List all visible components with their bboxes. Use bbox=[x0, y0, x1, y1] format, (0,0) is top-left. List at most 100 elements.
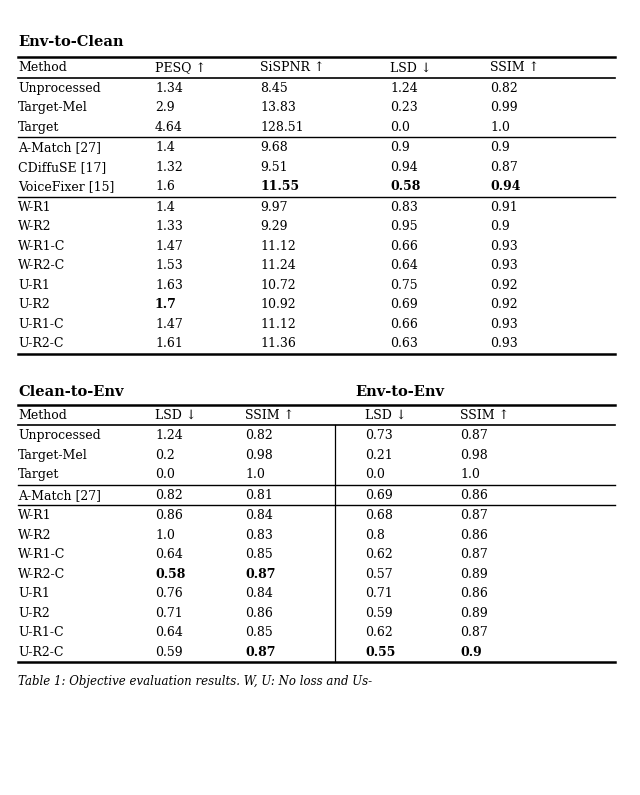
Text: 0.93: 0.93 bbox=[490, 240, 518, 253]
Text: 11.12: 11.12 bbox=[260, 240, 296, 253]
Text: CDiffuSE [17]: CDiffuSE [17] bbox=[18, 161, 106, 174]
Text: 0.84: 0.84 bbox=[245, 588, 273, 600]
Text: 0.84: 0.84 bbox=[245, 510, 273, 522]
Text: 1.47: 1.47 bbox=[155, 318, 183, 331]
Text: 1.53: 1.53 bbox=[155, 259, 183, 272]
Text: Target: Target bbox=[18, 468, 60, 481]
Text: 0.87: 0.87 bbox=[460, 510, 488, 522]
Text: 0.94: 0.94 bbox=[490, 180, 520, 193]
Text: 0.95: 0.95 bbox=[390, 220, 418, 233]
Text: Method: Method bbox=[18, 61, 67, 74]
Text: 0.62: 0.62 bbox=[365, 549, 393, 561]
Text: 0.87: 0.87 bbox=[490, 161, 518, 174]
Text: 0.71: 0.71 bbox=[155, 607, 183, 620]
Text: Env-to-Env: Env-to-Env bbox=[355, 386, 444, 400]
Text: 0.92: 0.92 bbox=[490, 279, 518, 292]
Text: 0.63: 0.63 bbox=[390, 337, 418, 351]
Text: U-R1: U-R1 bbox=[18, 279, 50, 292]
Text: 1.32: 1.32 bbox=[155, 161, 183, 174]
Text: 11.12: 11.12 bbox=[260, 318, 296, 331]
Text: 0.64: 0.64 bbox=[155, 549, 183, 561]
Text: U-R2-C: U-R2-C bbox=[18, 646, 63, 659]
Text: W-R1: W-R1 bbox=[18, 510, 52, 522]
Text: 0.0: 0.0 bbox=[390, 121, 410, 134]
Text: A-Match [27]: A-Match [27] bbox=[18, 489, 101, 502]
Text: 1.4: 1.4 bbox=[155, 142, 175, 154]
Text: 9.29: 9.29 bbox=[260, 220, 287, 233]
Text: 9.51: 9.51 bbox=[260, 161, 287, 174]
Text: 0.89: 0.89 bbox=[460, 607, 488, 620]
Text: 0.98: 0.98 bbox=[460, 448, 488, 462]
Text: 1.61: 1.61 bbox=[155, 337, 183, 351]
Text: 0.86: 0.86 bbox=[460, 489, 488, 502]
Text: 1.4: 1.4 bbox=[155, 201, 175, 214]
Text: 0.98: 0.98 bbox=[245, 448, 273, 462]
Text: 0.86: 0.86 bbox=[155, 510, 183, 522]
Text: Target: Target bbox=[18, 121, 60, 134]
Text: 0.87: 0.87 bbox=[460, 626, 488, 639]
Text: 0.83: 0.83 bbox=[245, 529, 273, 541]
Text: 0.9: 0.9 bbox=[460, 646, 482, 659]
Text: 0.62: 0.62 bbox=[365, 626, 393, 639]
Text: 2.9: 2.9 bbox=[155, 101, 175, 114]
Text: 0.71: 0.71 bbox=[365, 588, 393, 600]
Text: 0.23: 0.23 bbox=[390, 101, 418, 114]
Text: A-Match [27]: A-Match [27] bbox=[18, 142, 101, 154]
Text: 0.82: 0.82 bbox=[155, 489, 183, 502]
Text: 11.55: 11.55 bbox=[260, 180, 299, 193]
Text: 0.9: 0.9 bbox=[490, 220, 509, 233]
Text: 0.69: 0.69 bbox=[390, 298, 418, 312]
Text: 1.47: 1.47 bbox=[155, 240, 183, 253]
Text: 0.87: 0.87 bbox=[245, 646, 275, 659]
Text: 0.2: 0.2 bbox=[155, 448, 175, 462]
Text: 0.83: 0.83 bbox=[390, 201, 418, 214]
Text: 1.63: 1.63 bbox=[155, 279, 183, 292]
Text: 0.58: 0.58 bbox=[155, 568, 186, 581]
Text: 0.82: 0.82 bbox=[490, 82, 518, 95]
Text: SiSPNR ↑: SiSPNR ↑ bbox=[260, 61, 324, 74]
Text: 11.24: 11.24 bbox=[260, 259, 296, 272]
Text: 1.24: 1.24 bbox=[155, 429, 183, 442]
Text: LSD ↓: LSD ↓ bbox=[155, 409, 196, 422]
Text: Method: Method bbox=[18, 409, 67, 422]
Text: 0.85: 0.85 bbox=[245, 626, 273, 639]
Text: 0.69: 0.69 bbox=[365, 489, 393, 502]
Text: 0.9: 0.9 bbox=[390, 142, 410, 154]
Text: 0.94: 0.94 bbox=[390, 161, 418, 174]
Text: 0.55: 0.55 bbox=[365, 646, 396, 659]
Text: 10.92: 10.92 bbox=[260, 298, 296, 312]
Text: 0.86: 0.86 bbox=[245, 607, 273, 620]
Text: LSD ↓: LSD ↓ bbox=[365, 409, 406, 422]
Text: 1.33: 1.33 bbox=[155, 220, 183, 233]
Text: 0.82: 0.82 bbox=[245, 429, 273, 442]
Text: 0.57: 0.57 bbox=[365, 568, 392, 581]
Text: W-R2-C: W-R2-C bbox=[18, 259, 65, 272]
Text: 9.97: 9.97 bbox=[260, 201, 287, 214]
Text: W-R1: W-R1 bbox=[18, 201, 52, 214]
Text: 0.0: 0.0 bbox=[155, 468, 175, 481]
Text: U-R2: U-R2 bbox=[18, 607, 50, 620]
Text: 0.76: 0.76 bbox=[155, 588, 183, 600]
Text: U-R1-C: U-R1-C bbox=[18, 626, 63, 639]
Text: W-R2: W-R2 bbox=[18, 529, 51, 541]
Text: 0.68: 0.68 bbox=[365, 510, 393, 522]
Text: W-R2-C: W-R2-C bbox=[18, 568, 65, 581]
Text: Unprocessed: Unprocessed bbox=[18, 82, 100, 95]
Text: 0.81: 0.81 bbox=[245, 489, 273, 502]
Text: 0.73: 0.73 bbox=[365, 429, 393, 442]
Text: 0.66: 0.66 bbox=[390, 318, 418, 331]
Text: 0.59: 0.59 bbox=[365, 607, 392, 620]
Text: 0.93: 0.93 bbox=[490, 318, 518, 331]
Text: 0.99: 0.99 bbox=[490, 101, 518, 114]
Text: 0.58: 0.58 bbox=[390, 180, 420, 193]
Text: 1.7: 1.7 bbox=[155, 298, 177, 312]
Text: VoiceFixer [15]: VoiceFixer [15] bbox=[18, 180, 115, 193]
Text: 0.64: 0.64 bbox=[390, 259, 418, 272]
Text: 0.86: 0.86 bbox=[460, 529, 488, 541]
Text: 0.9: 0.9 bbox=[490, 142, 509, 154]
Text: 0.21: 0.21 bbox=[365, 448, 393, 462]
Text: 0.87: 0.87 bbox=[460, 549, 488, 561]
Text: 128.51: 128.51 bbox=[260, 121, 303, 134]
Text: 11.36: 11.36 bbox=[260, 337, 296, 351]
Text: W-R2: W-R2 bbox=[18, 220, 51, 233]
